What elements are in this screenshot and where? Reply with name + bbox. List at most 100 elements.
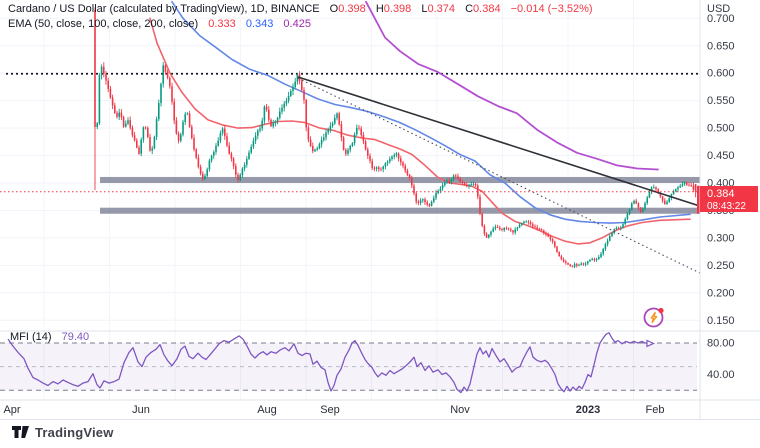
candle — [232, 158, 235, 167]
candle — [345, 149, 347, 154]
candle — [587, 261, 589, 264]
candle — [426, 202, 428, 205]
candle — [584, 263, 587, 265]
mfi-name: MFI — [10, 331, 29, 343]
candle — [208, 160, 211, 170]
symbol-header[interactable]: Cardano / US Dollar (calculated by Tradi… — [8, 3, 593, 15]
candle — [116, 112, 118, 117]
candle — [494, 226, 497, 229]
mfi-axis-label: 80.00 — [707, 338, 735, 350]
candle — [177, 133, 180, 141]
candle — [105, 73, 107, 81]
candle — [655, 187, 657, 190]
candle — [635, 200, 637, 204]
candle — [694, 184, 697, 192]
candle — [94, 10, 96, 128]
current-bar-edge — [697, 185, 700, 214]
candle — [422, 199, 424, 201]
candle — [560, 256, 563, 260]
ema-name: EMA — [8, 18, 32, 30]
candle — [303, 90, 305, 100]
candle — [481, 213, 483, 226]
candle — [578, 264, 580, 266]
candle — [452, 175, 455, 180]
price-axis-label: 0.650 — [707, 40, 735, 52]
ema200-line — [365, 0, 659, 171]
candle — [272, 123, 274, 127]
candle — [382, 166, 384, 170]
candle — [622, 224, 624, 228]
candle — [683, 182, 686, 185]
candle — [386, 161, 389, 164]
mfi-params: (14) — [32, 331, 52, 343]
candle — [512, 230, 514, 233]
candle — [254, 135, 257, 141]
candle — [347, 149, 349, 154]
candle — [391, 156, 393, 159]
candle — [626, 213, 629, 219]
candle — [292, 87, 294, 92]
candle — [650, 187, 653, 192]
candle — [230, 153, 233, 159]
time-axis[interactable]: Apr Jun Aug Sep Nov 2023 Feb — [0, 402, 700, 420]
candle — [342, 137, 345, 150]
candle — [455, 175, 457, 177]
candle — [615, 227, 618, 230]
time-axis-label: Aug — [257, 404, 277, 416]
candle — [417, 201, 420, 203]
candle — [250, 146, 252, 153]
candle — [109, 88, 112, 98]
candle — [525, 221, 527, 223]
currency-label: USD — [707, 3, 731, 15]
candle — [133, 135, 136, 141]
candle — [221, 128, 224, 134]
candle — [659, 192, 662, 197]
time-axis-label: 2023 — [575, 404, 601, 416]
symbol-title: Cardano / US Dollar (calculated by Tradi… — [8, 3, 320, 15]
candle — [323, 137, 325, 140]
candle — [100, 66, 103, 76]
candle — [290, 91, 292, 96]
candle — [360, 128, 362, 136]
candle — [461, 181, 464, 183]
instant-alert-button[interactable] — [642, 305, 666, 329]
time-axis-label: Apr — [3, 404, 21, 416]
ema-legend[interactable]: EMA (50, close, 100, close, 200, close) … — [8, 18, 311, 30]
candle — [131, 127, 134, 136]
candle — [239, 174, 241, 180]
candle — [155, 119, 158, 137]
tradingview-mark-icon — [12, 425, 29, 438]
candle — [672, 191, 675, 195]
candle — [259, 128, 261, 131]
candle — [199, 166, 202, 174]
candle — [472, 183, 475, 185]
zone-upper — [100, 176, 700, 183]
candle — [147, 128, 149, 138]
candle — [468, 184, 470, 187]
candle — [193, 137, 195, 150]
candle — [160, 83, 162, 104]
candle — [433, 197, 435, 202]
mfi-last-marker — [646, 339, 655, 348]
candle — [404, 165, 406, 171]
candle — [554, 241, 556, 247]
candle — [661, 196, 664, 201]
candle — [518, 224, 521, 228]
candle — [501, 229, 503, 231]
candle — [142, 127, 145, 140]
candle — [316, 148, 318, 150]
candle — [536, 227, 538, 229]
tradingview-logo[interactable]: TradingView — [12, 425, 114, 440]
candle — [400, 158, 402, 163]
candle — [439, 188, 442, 191]
candle — [430, 201, 433, 206]
ohlc-low: L0.374 — [421, 3, 456, 15]
candle — [195, 149, 197, 158]
candle — [226, 136, 228, 146]
candle — [569, 264, 571, 267]
candle — [558, 252, 560, 257]
mfi-legend[interactable]: MFI (14) 79.40 — [10, 331, 89, 343]
candle — [617, 227, 620, 229]
candle — [98, 75, 101, 124]
